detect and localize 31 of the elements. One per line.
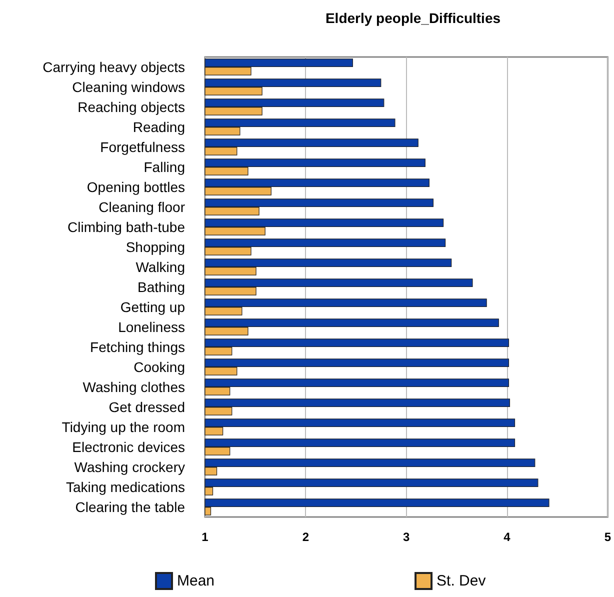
chart-title: Elderly people_Difficulties bbox=[325, 10, 501, 26]
y-tick-label: Taking medications bbox=[66, 479, 185, 495]
y-tick-label: Cooking bbox=[134, 359, 185, 375]
y-tick-label: Cleaning windows bbox=[72, 79, 185, 95]
y-tick-label: Fetching things bbox=[90, 339, 185, 355]
y-tick-label: Shopping bbox=[126, 239, 185, 255]
legend-label: Mean bbox=[177, 572, 215, 590]
y-tick-label: Reading bbox=[132, 119, 185, 135]
y-tick-label: Tidying up the room bbox=[62, 419, 185, 435]
y-tick-label: Carrying heavy objects bbox=[42, 59, 185, 75]
y-tick-label: Walking bbox=[136, 259, 185, 275]
y-tick-label: Reaching objects bbox=[78, 99, 185, 115]
x-tick-label: 2 bbox=[302, 530, 310, 544]
y-tick-label: Get dressed bbox=[108, 399, 185, 415]
y-tick-label: Cleaning floor bbox=[98, 199, 186, 215]
y-tick-label: Washing crockery bbox=[74, 459, 185, 475]
x-tick-label: 4 bbox=[504, 530, 511, 544]
y-tick-label: Bathing bbox=[138, 279, 185, 295]
y-tick-label: Electronic devices bbox=[72, 439, 185, 455]
y-tick-label: Clearing the table bbox=[75, 499, 186, 515]
y-tick-label: Forgetfulness bbox=[100, 139, 185, 155]
x-tick-label: 5 bbox=[604, 530, 612, 544]
y-tick-label: Climbing bath-tube bbox=[67, 219, 186, 235]
y-tick-label: Falling bbox=[144, 159, 185, 175]
x-tick-label: 3 bbox=[402, 530, 410, 544]
legend-label: St. Dev bbox=[436, 572, 486, 590]
y-tick-label: Loneliness bbox=[118, 319, 185, 335]
x-tick-label: 1 bbox=[202, 530, 209, 544]
y-tick-label: Opening bottles bbox=[86, 179, 185, 195]
y-tick-label: Getting up bbox=[120, 299, 186, 315]
y-tick-label: Washing clothes bbox=[82, 379, 185, 395]
